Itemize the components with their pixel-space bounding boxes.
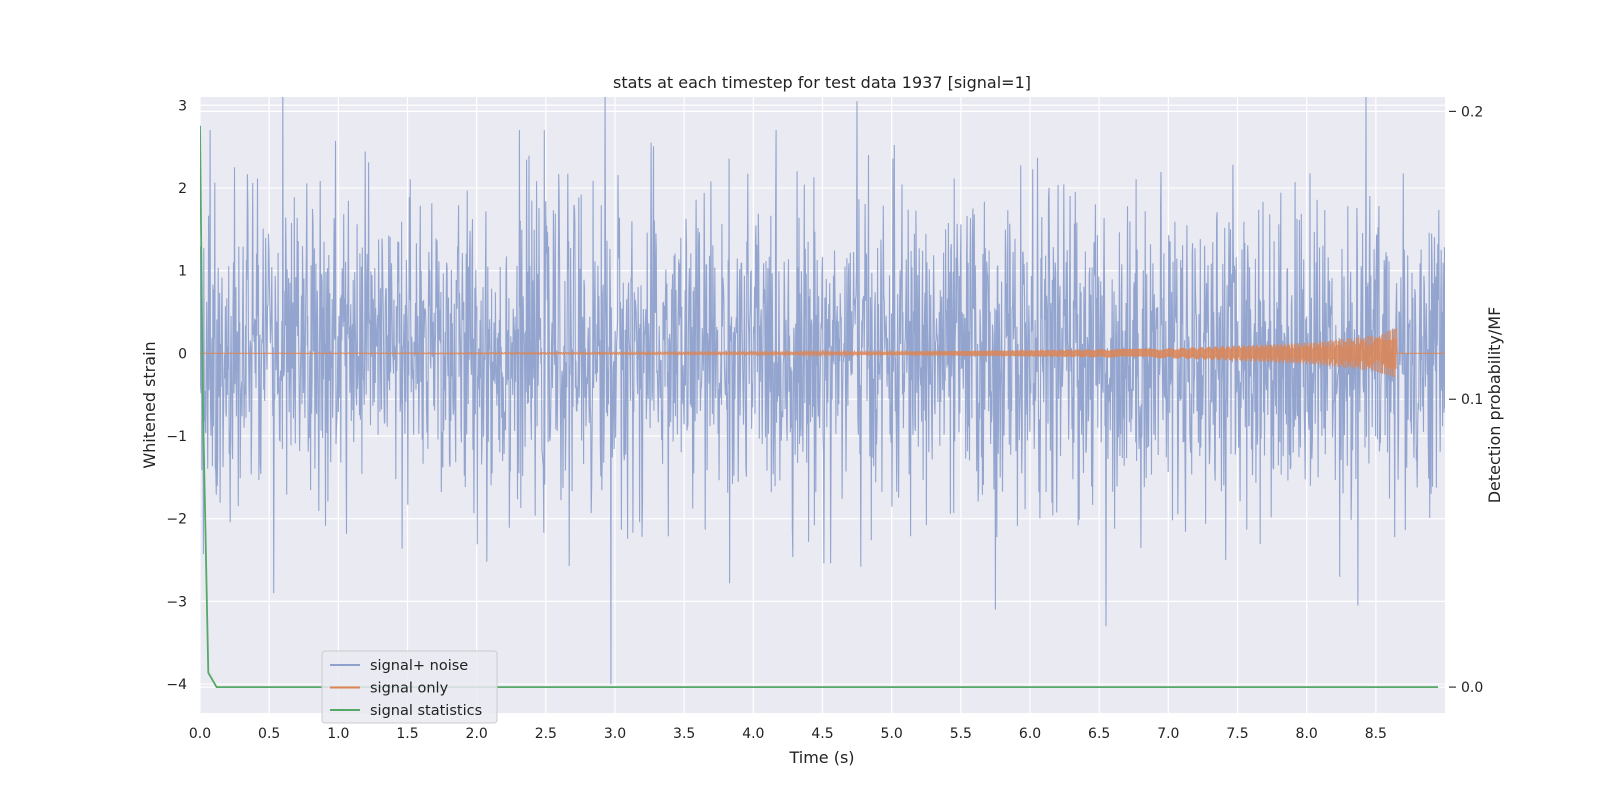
x-tick-label: 5.5 [950, 726, 972, 742]
legend-label: signal only [370, 681, 449, 697]
x-tick-label: 0.0 [189, 726, 211, 742]
legend: signal+ noise signal only signal statistic… [321, 650, 498, 724]
legend-box [321, 650, 498, 724]
y2-tick-label: 0.1 [1461, 392, 1483, 408]
chart-title: stats at each timestep for test data 193… [613, 73, 1031, 92]
x-axis-label: Time (s) [788, 748, 854, 767]
y2-tick-label: 0.0 [1461, 680, 1483, 696]
y-tick-label: −2 [166, 512, 187, 528]
x-tick-label: 7.0 [1157, 726, 1179, 742]
x-tick-label: 1.0 [327, 726, 349, 742]
x-tick-label: 3.0 [604, 726, 626, 742]
x-tick-label: 6.5 [1088, 726, 1110, 742]
x-tick-label: 8.5 [1365, 726, 1387, 742]
y-tick-label: 0 [178, 346, 187, 362]
series-signal-only-line [200, 328, 1445, 378]
x-tick-label: 8.0 [1296, 726, 1318, 742]
x-tick-label: 2.5 [535, 726, 557, 742]
x-tick-label: 2.0 [466, 726, 488, 742]
x-tick-label: 3.5 [673, 726, 695, 742]
x-tick-label: 6.0 [1019, 726, 1041, 742]
series-signal-noise-line [200, 97, 1445, 685]
y-tick-label: 2 [178, 181, 187, 197]
y2-axis-label: Detection probability/MF [1485, 307, 1504, 504]
x-tick-label: 4.5 [811, 726, 833, 742]
y-tick-label: 3 [178, 98, 187, 114]
tick-labels: 0.0 0.5 1.0 1.5 2.0 2.5 3.0 3.5 4.0 4.5 5.0 5.5 6.0 6… [166, 98, 1483, 742]
x-tick-label: 0.5 [258, 726, 280, 742]
legend-label: signal statistics [370, 703, 482, 719]
y-tick-label: 1 [178, 264, 187, 280]
y2-tick-label: 0.2 [1461, 104, 1483, 120]
legend-label: signal+ noise [370, 658, 468, 674]
x-tick-label: 5.0 [881, 726, 903, 742]
x-tick-label: 1.5 [396, 726, 418, 742]
y-tick-label: −3 [166, 594, 187, 610]
x-tick-label: 7.5 [1226, 726, 1248, 742]
y-tick-label: −1 [166, 429, 187, 445]
x-tick-label: 4.0 [742, 726, 764, 742]
y-axis-label: Whitened strain [140, 341, 159, 468]
y-tick-label: −4 [166, 677, 187, 693]
